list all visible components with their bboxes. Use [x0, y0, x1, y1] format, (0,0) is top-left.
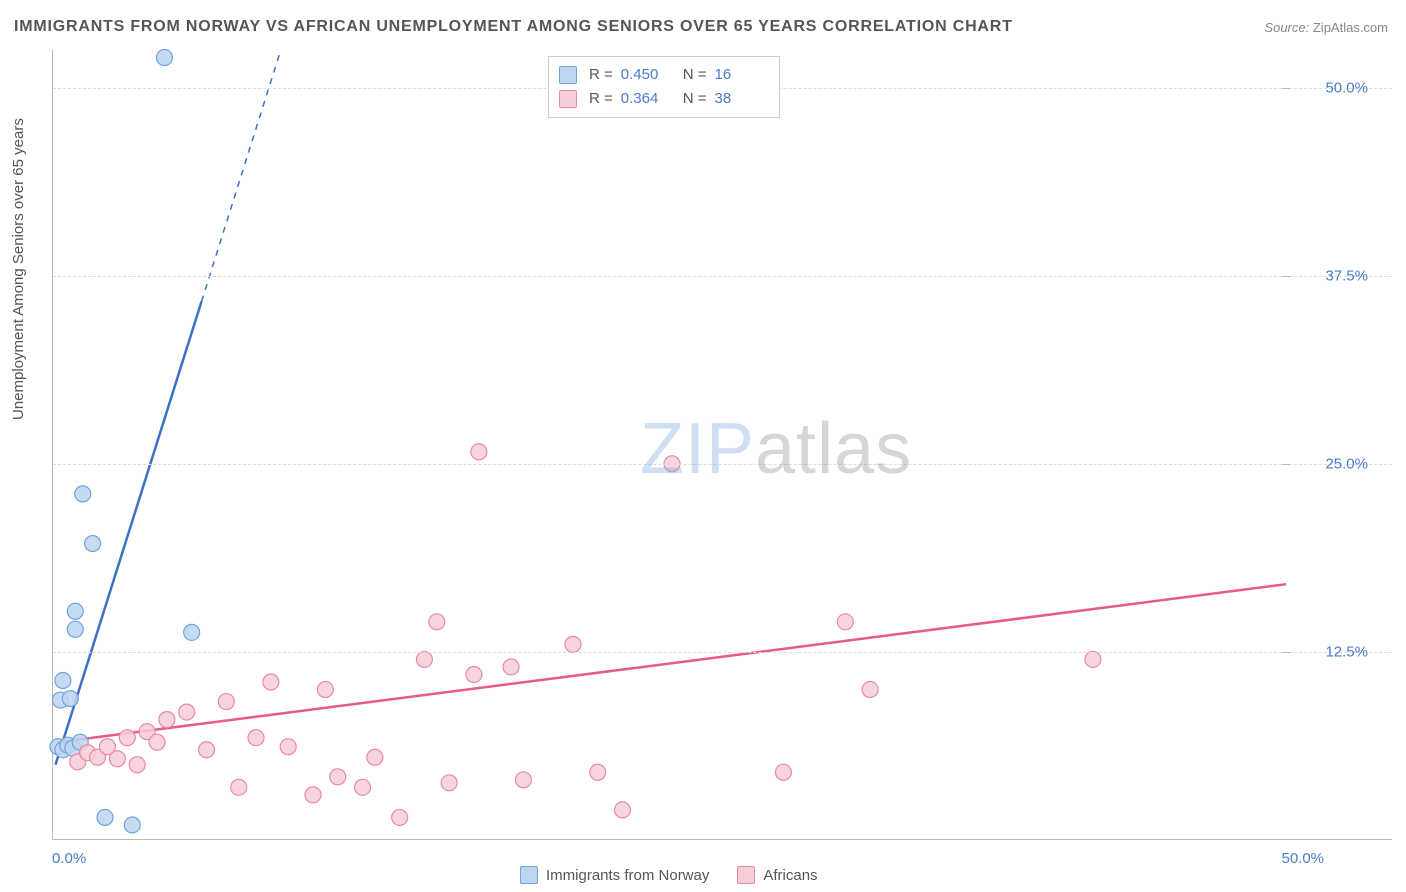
chart-svg: [53, 50, 1392, 839]
data-point: [862, 682, 878, 698]
data-point: [149, 734, 165, 750]
data-point: [85, 536, 101, 552]
legend-item: Africans: [737, 866, 817, 884]
data-point: [75, 486, 91, 502]
data-point: [441, 775, 457, 791]
data-point: [305, 787, 321, 803]
data-point: [129, 757, 145, 773]
source-label: Source:: [1264, 20, 1309, 35]
data-point: [248, 730, 264, 746]
data-point: [466, 666, 482, 682]
stat-n-label: N =: [683, 63, 707, 87]
stat-r-value: 0.450: [621, 63, 671, 87]
stat-n-value: 16: [715, 63, 765, 87]
legend-swatch: [520, 866, 538, 884]
data-point: [263, 674, 279, 690]
y-axis-label: Unemployment Among Seniors over 65 years: [10, 118, 27, 420]
legend-swatch: [559, 66, 577, 84]
stat-n-label: N =: [683, 87, 707, 111]
data-point: [330, 769, 346, 785]
stat-r-label: R =: [589, 63, 613, 87]
data-point: [775, 764, 791, 780]
data-point: [184, 624, 200, 640]
data-point: [614, 802, 630, 818]
data-point: [429, 614, 445, 630]
y-tick-mark: [1282, 464, 1290, 465]
series-legend: Immigrants from Norway Africans: [520, 866, 818, 884]
legend-item: Immigrants from Norway: [520, 866, 709, 884]
stat-r-value: 0.364: [621, 87, 671, 111]
data-point: [367, 749, 383, 765]
legend-swatch: [559, 90, 577, 108]
data-point: [218, 694, 234, 710]
stat-n-value: 38: [715, 87, 765, 111]
data-point: [119, 730, 135, 746]
data-point: [590, 764, 606, 780]
data-point: [124, 817, 140, 833]
grid-line: [53, 464, 1392, 465]
legend-label: Africans: [763, 867, 817, 884]
stat-r-label: R =: [589, 87, 613, 111]
y-tick-label: 50.0%: [1325, 79, 1368, 96]
grid-line: [53, 276, 1392, 277]
data-point: [503, 659, 519, 675]
data-point: [67, 621, 83, 637]
y-tick-label: 12.5%: [1325, 643, 1368, 660]
data-point: [317, 682, 333, 698]
data-point: [179, 704, 195, 720]
data-point: [199, 742, 215, 758]
legend-label: Immigrants from Norway: [546, 867, 709, 884]
data-point: [392, 809, 408, 825]
data-point: [67, 603, 83, 619]
data-point: [280, 739, 296, 755]
x-tick-label: 0.0%: [52, 850, 86, 867]
data-point: [55, 672, 71, 688]
source-attribution: Source: ZipAtlas.com: [1264, 20, 1388, 35]
stats-legend-row: R = 0.364 N = 38: [559, 87, 765, 111]
regression-line: [58, 584, 1286, 742]
legend-swatch: [737, 866, 755, 884]
data-point: [62, 691, 78, 707]
chart-title: IMMIGRANTS FROM NORWAY VS AFRICAN UNEMPL…: [14, 18, 1013, 36]
y-tick-mark: [1282, 652, 1290, 653]
source-value: ZipAtlas.com: [1313, 20, 1388, 35]
y-tick-mark: [1282, 276, 1290, 277]
data-point: [97, 809, 113, 825]
data-point: [1085, 651, 1101, 667]
data-point: [837, 614, 853, 630]
data-point: [515, 772, 531, 788]
x-tick-label: 50.0%: [1281, 850, 1324, 867]
stats-legend-row: R = 0.450 N = 16: [559, 63, 765, 87]
data-point: [471, 444, 487, 460]
data-point: [416, 651, 432, 667]
data-point: [109, 751, 125, 767]
stats-legend: R = 0.450 N = 16 R = 0.364 N = 38: [548, 56, 780, 118]
data-point: [565, 636, 581, 652]
data-point: [159, 712, 175, 728]
data-point: [156, 50, 172, 66]
y-tick-mark: [1282, 88, 1290, 89]
data-point: [231, 779, 247, 795]
grid-line: [53, 652, 1392, 653]
y-tick-label: 37.5%: [1325, 267, 1368, 284]
y-tick-label: 25.0%: [1325, 455, 1368, 472]
data-point: [355, 779, 371, 795]
plot-area: [52, 50, 1392, 840]
